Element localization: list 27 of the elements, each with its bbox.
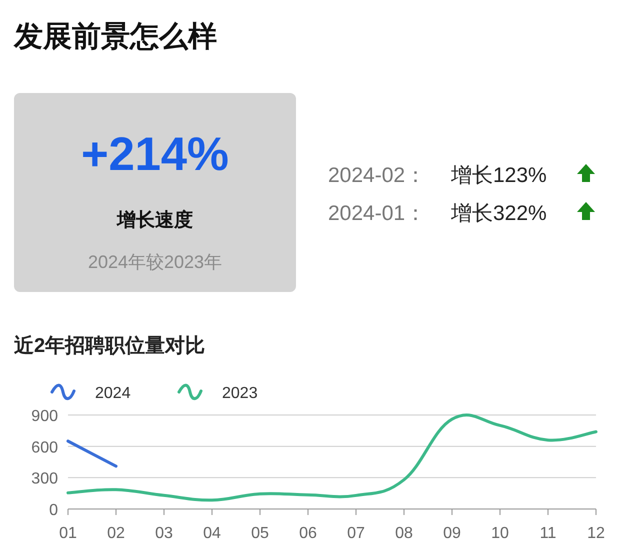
text: 增长322% [450,202,547,225]
text: 发展前景怎么样 [13,21,217,53]
text: 2024年较2023年 [88,252,222,272]
x-tick-label: 06 [299,525,317,542]
x-tick-label: 01 [59,525,77,542]
text: 增长123% [450,164,547,187]
x-tick-label: 02 [107,525,125,542]
text: 2024-01： [328,202,426,225]
y-tick-label: 900 [31,408,58,425]
y-tick-label: 0 [49,502,58,519]
text: +214% [81,127,229,180]
x-tick-label: 03 [155,525,173,542]
text: 2024-02： [328,164,426,187]
x-tick-label: 11 [540,525,556,542]
y-tick-label: 300 [31,470,58,488]
y-tick-label: 600 [31,439,58,456]
x-tick-label: 07 [347,525,365,542]
x-tick-label: 10 [491,525,509,542]
text: 增长速度 [116,209,193,231]
x-tick-label: 05 [251,525,269,542]
x-tick-label: 04 [203,525,221,542]
x-tick-label: 12 [587,525,605,542]
x-tick-label: 09 [443,525,461,542]
legend-label: 2024 [95,385,131,402]
legend-label: 2023 [222,385,258,402]
x-tick-label: 08 [395,525,413,542]
chart-title: 近2年招聘职位量对比 [13,334,206,357]
